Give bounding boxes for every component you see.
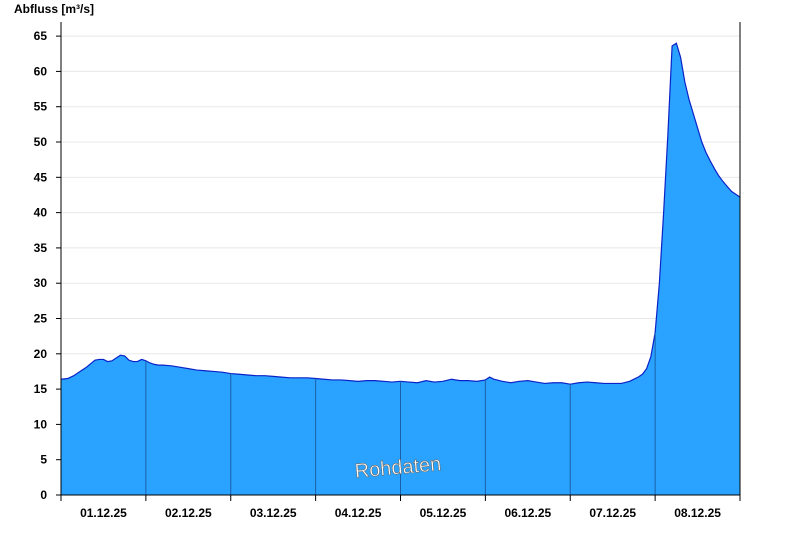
y-tick-label-55: 55: [34, 100, 48, 114]
y-tick-label-25: 25: [34, 312, 48, 326]
y-tick-label-0: 0: [40, 488, 47, 502]
x-tick-label-5: 05.12.25: [420, 506, 467, 520]
x-tick-label-3: 03.12.25: [250, 506, 297, 520]
y-tick-label-5: 5: [40, 453, 47, 467]
x-tick-label-1: 01.12.25: [80, 506, 127, 520]
y-tick-label-40: 40: [34, 206, 48, 220]
day-dividers: [145, 332, 656, 495]
y-tick-label-15: 15: [34, 382, 48, 396]
x-tick-labels: 01.12.25 02.12.25 03.12.25 04.12.25 05.12.25…: [60, 495, 741, 520]
y-tick-label-10: 10: [34, 417, 48, 431]
x-tick-label-7: 07.12.25: [589, 506, 636, 520]
y-tick-label-65: 65: [34, 29, 48, 43]
x-tick-label-6: 06.12.25: [504, 506, 551, 520]
y-tick-labels: 0 5 10 15 20 25 30 35 40 45 50 55 60 65: [34, 29, 61, 502]
y-tick-label-30: 30: [34, 276, 48, 290]
x-tick-label-2: 02.12.25: [165, 506, 212, 520]
y-tick-label-45: 45: [34, 170, 48, 184]
y-tick-label-60: 60: [34, 64, 48, 78]
x-tick-label-8: 08.12.25: [674, 506, 721, 520]
discharge-line: [60, 42, 741, 385]
y-tick-label-35: 35: [34, 241, 48, 255]
y-axis-title: Abfluss [m³/s]: [14, 2, 94, 16]
y-tick-label-50: 50: [34, 135, 48, 149]
y-tick-label-20: 20: [34, 347, 48, 361]
x-tick-label-4: 04.12.25: [335, 506, 382, 520]
